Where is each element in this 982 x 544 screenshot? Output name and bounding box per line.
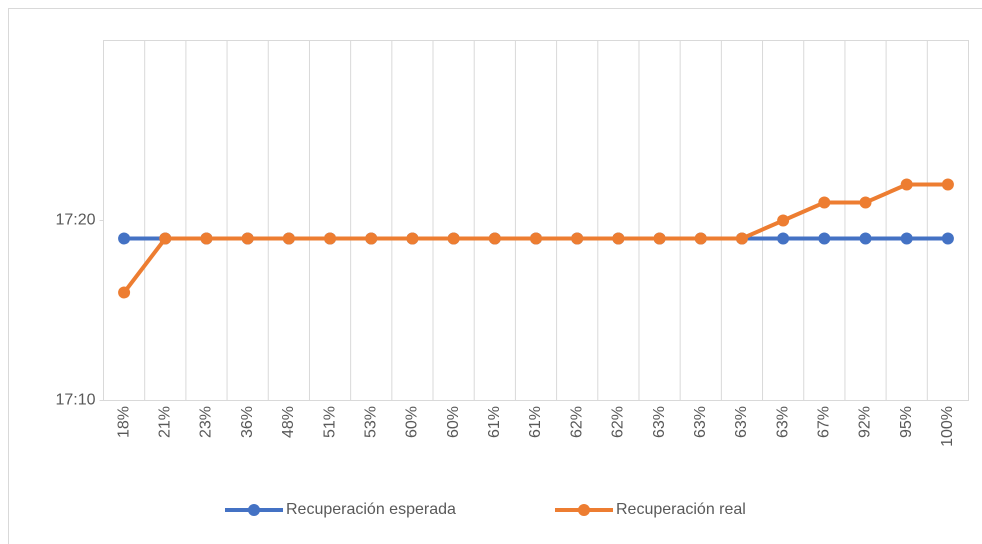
- y-tick-label: 17:10: [55, 392, 95, 409]
- point: [612, 232, 625, 245]
- x-tick-label: 95%: [898, 406, 915, 438]
- legend-marker: [248, 504, 260, 516]
- x-tick-label: 36%: [239, 406, 256, 438]
- point: [282, 232, 295, 245]
- x-tick-label: 92%: [857, 406, 874, 438]
- x-tick-label: 18%: [115, 406, 132, 438]
- point: [777, 232, 790, 245]
- x-tick-label: 60%: [404, 406, 421, 438]
- point: [159, 232, 172, 245]
- x-tick-label: 51%: [321, 406, 338, 438]
- y-tick-label: 17:20: [55, 212, 95, 229]
- plot-area: [103, 40, 969, 401]
- x-tick-label: 63%: [651, 406, 668, 438]
- point: [694, 232, 707, 245]
- point: [941, 232, 954, 245]
- chart-frame: [8, 8, 982, 544]
- x-tick-label: 61%: [486, 406, 503, 438]
- x-tick-label: 62%: [610, 406, 627, 438]
- x-tick-label: 63%: [692, 406, 709, 438]
- point: [735, 232, 748, 245]
- point: [530, 232, 542, 245]
- point: [777, 214, 790, 227]
- x-tick-label: 100%: [939, 406, 956, 447]
- legend-label: Recuperación real: [616, 501, 746, 518]
- point: [118, 232, 131, 245]
- x-tick-label: 23%: [198, 406, 215, 438]
- point: [488, 232, 501, 245]
- x-tick-label: 21%: [157, 406, 174, 438]
- point: [941, 178, 954, 191]
- point: [859, 196, 872, 209]
- x-tick-label: 61%: [527, 406, 544, 438]
- point: [818, 232, 831, 245]
- point: [653, 232, 666, 245]
- point: [241, 232, 254, 245]
- point: [200, 232, 213, 245]
- x-tick-label: 63%: [774, 406, 791, 438]
- x-tick-label: 63%: [733, 406, 750, 438]
- point: [900, 178, 913, 191]
- x-tick-label: 48%: [280, 406, 297, 438]
- point: [324, 232, 337, 245]
- point: [571, 232, 584, 245]
- point: [818, 196, 831, 209]
- x-tick-label: 60%: [445, 406, 462, 438]
- point: [406, 232, 419, 245]
- point: [859, 232, 872, 245]
- x-tick-label: 53%: [362, 406, 379, 438]
- x-tick-label: 62%: [568, 406, 585, 438]
- point: [900, 232, 913, 245]
- point: [365, 232, 378, 245]
- point: [118, 286, 131, 299]
- legend-label: Recuperación esperada: [286, 501, 456, 518]
- legend-marker: [578, 504, 590, 516]
- x-tick-label: 67%: [816, 406, 833, 438]
- point: [447, 232, 460, 245]
